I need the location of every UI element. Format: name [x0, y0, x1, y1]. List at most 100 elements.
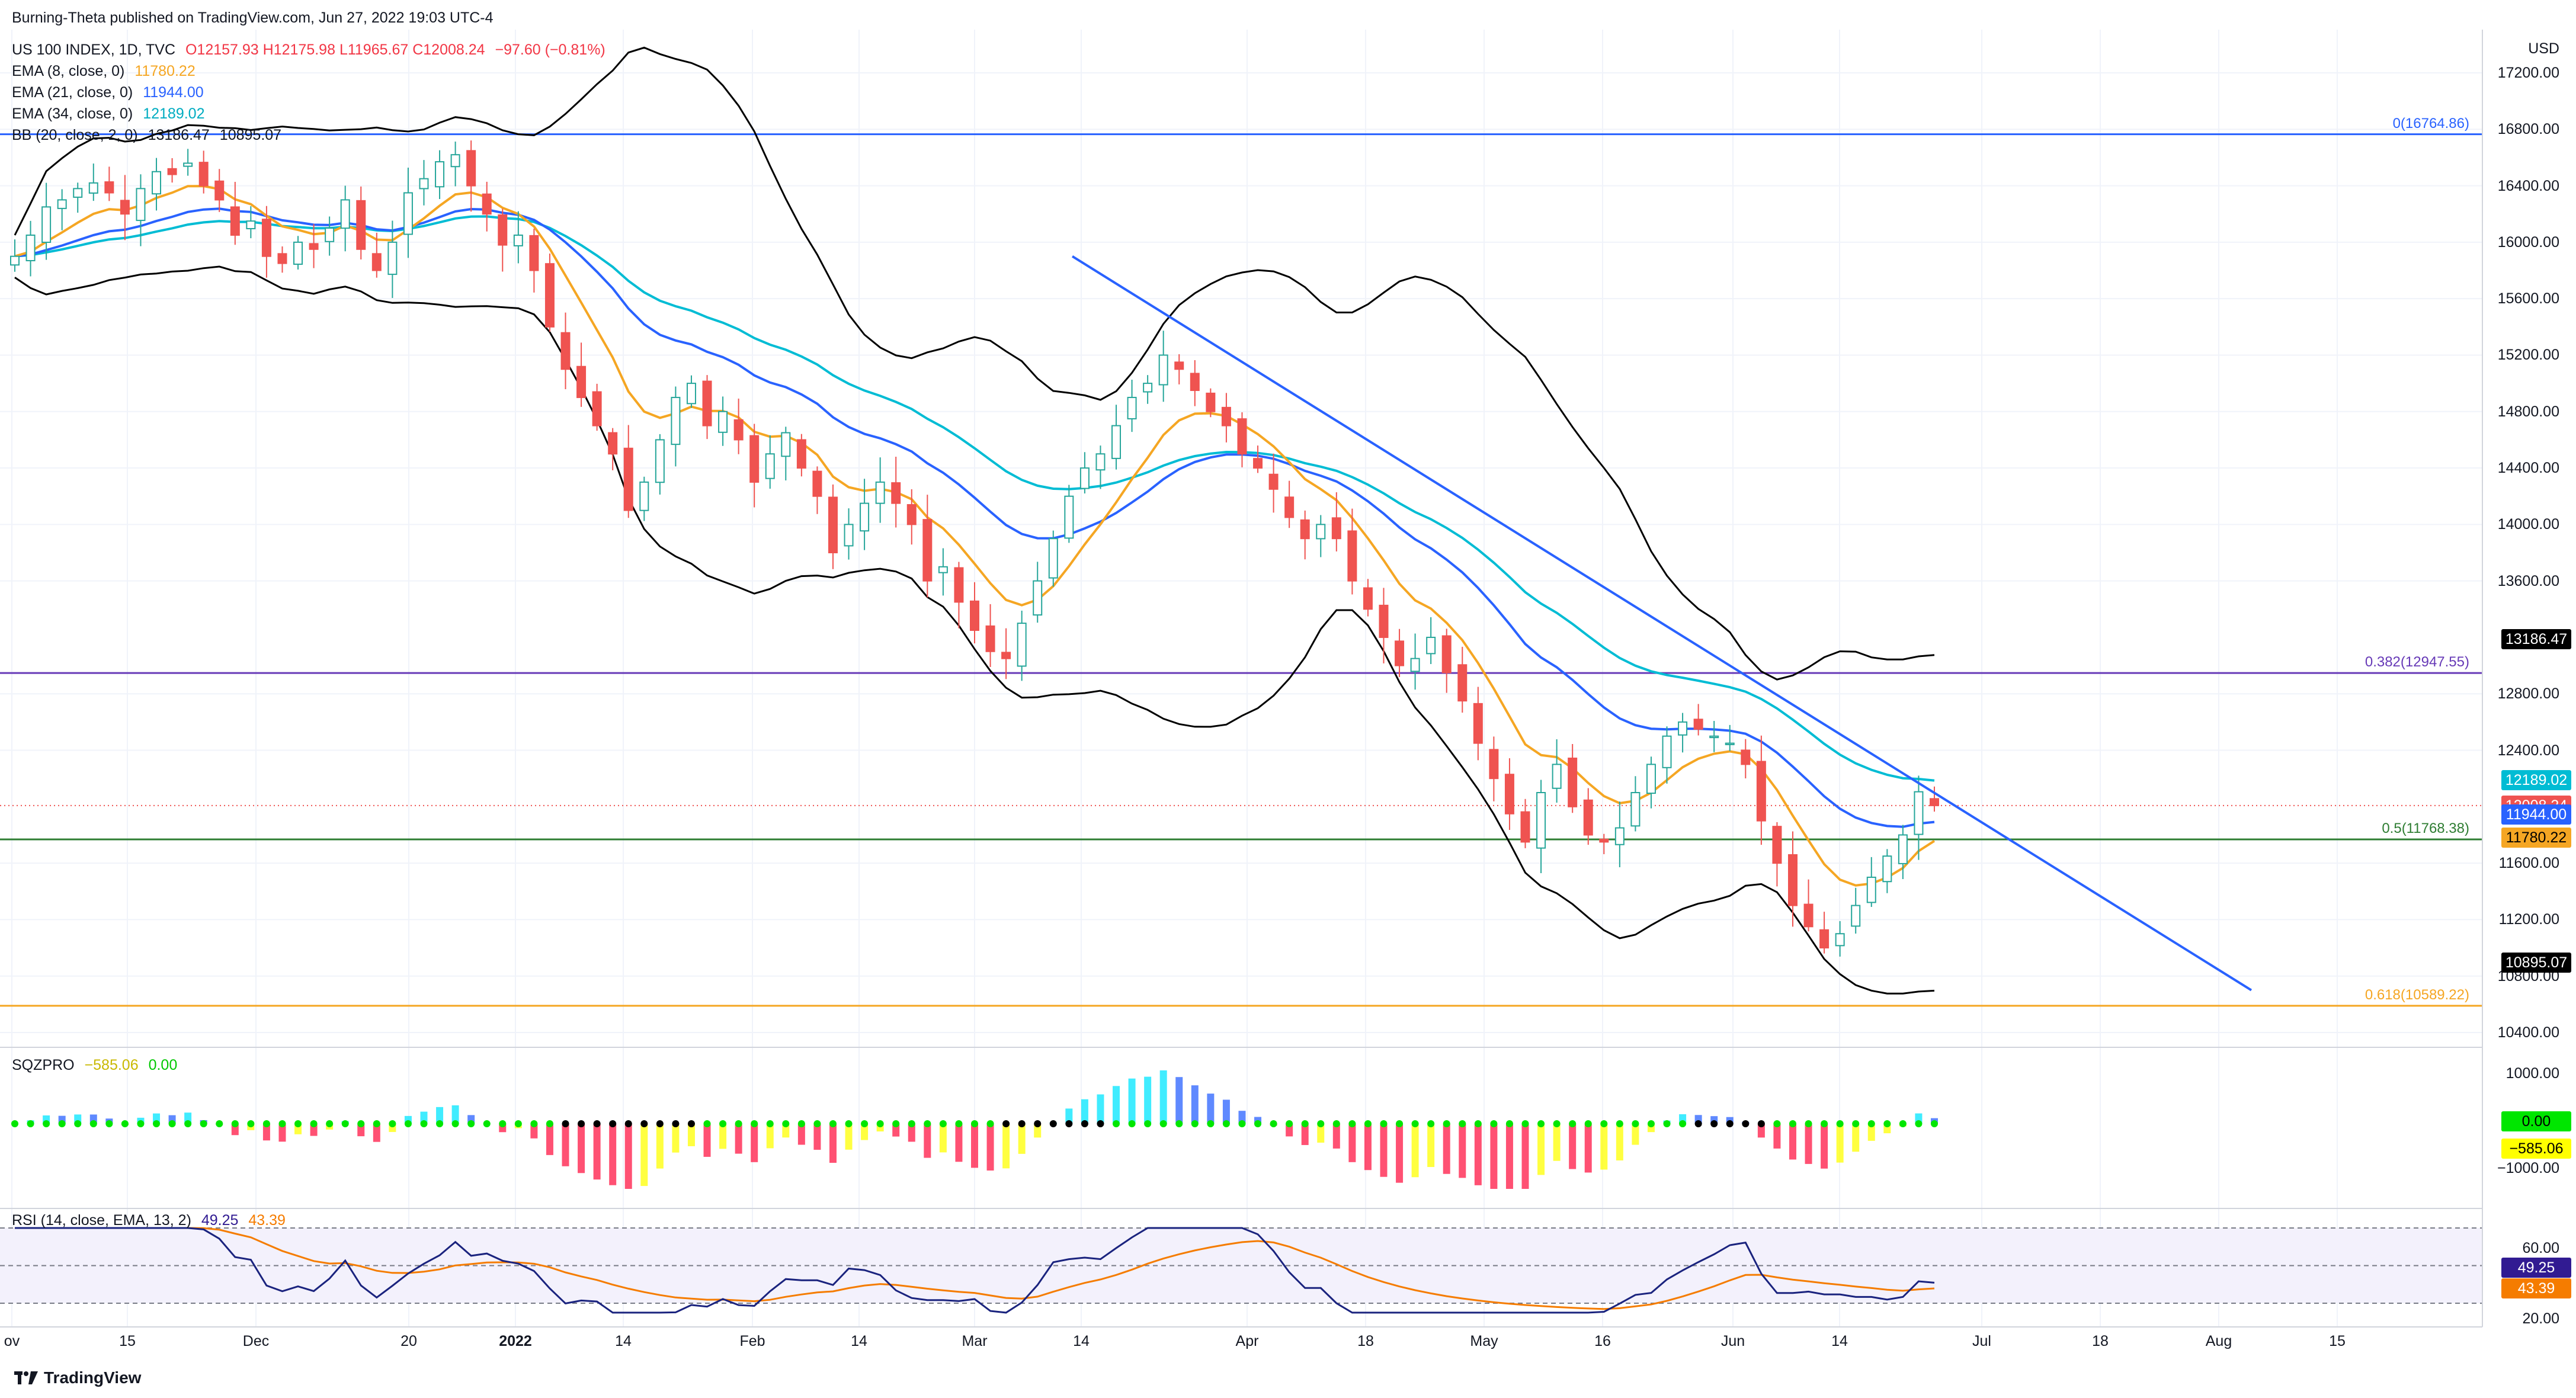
sqz-dot [404, 1120, 412, 1127]
sqz-bar [1144, 1076, 1152, 1124]
sqz-dot [499, 1120, 507, 1127]
sqz-dot [1710, 1120, 1718, 1127]
sqz-bar [1411, 1124, 1419, 1178]
ema8-value: 11780.22 [134, 63, 196, 79]
candle-body [1426, 636, 1436, 655]
sqz-bar [1222, 1099, 1230, 1124]
sqz-dot [1159, 1120, 1167, 1127]
candle-body [1347, 530, 1357, 582]
sqz-dot [1128, 1120, 1136, 1127]
candle-body [733, 419, 744, 441]
sqz-dot [200, 1120, 207, 1127]
sqz-dot [184, 1120, 192, 1127]
ema8-legend[interactable]: EMA (8, close, 0) 11780.22 [12, 63, 196, 80]
sqz-dot [43, 1120, 50, 1127]
sqz-bar [1632, 1124, 1639, 1145]
sqz-dot [1757, 1120, 1765, 1127]
sqz-dot [924, 1120, 931, 1127]
candle-body [1457, 664, 1468, 702]
sqz-bar [797, 1124, 805, 1145]
candle-body [1819, 929, 1830, 949]
price-tick: 14800.00 [2497, 403, 2559, 420]
bb-label: BB (20, close, 2, 0) [12, 127, 138, 143]
candle-body [1221, 406, 1231, 427]
candle-body [325, 227, 335, 242]
candle-body [1787, 854, 1798, 906]
candle-body [1646, 764, 1656, 794]
sqz-bar [687, 1124, 695, 1146]
time-tick: Aug [2205, 1333, 2232, 1349]
trendline [1071, 255, 2253, 992]
sqz-bar [1616, 1124, 1623, 1160]
sqz-bar [1207, 1094, 1215, 1124]
sqz-bar [451, 1105, 459, 1124]
rsi-ema-line [15, 1227, 1935, 1310]
candle-body [1520, 811, 1530, 843]
candle-body [1662, 735, 1672, 768]
currency-label: USD [2528, 40, 2559, 57]
candle-body [906, 504, 917, 525]
sqz-dot [1364, 1120, 1372, 1127]
sqz-dot [1789, 1120, 1796, 1127]
price-tick: 11600.00 [2498, 855, 2559, 872]
symbol-name[interactable]: US 100 INDEX, 1D, TVC [12, 41, 176, 58]
candle-body [482, 193, 492, 215]
ema21-legend[interactable]: EMA (21, close, 0) 11944.00 [12, 84, 204, 101]
candle-body [136, 188, 146, 222]
sqz-bar [1286, 1124, 1293, 1137]
sqz-dot [829, 1120, 837, 1127]
sqz-bar [1380, 1124, 1388, 1177]
sqz-bar [436, 1107, 444, 1124]
bb-legend[interactable]: BB (20, close, 2, 0) 13186.47 10895.07 [12, 127, 281, 144]
rsi-legend[interactable]: RSI (14, close, EMA, 13, 2) 49.25 43.39 [12, 1212, 286, 1229]
sqz-bar [1773, 1124, 1781, 1149]
sqz-dot [373, 1120, 380, 1127]
tradingview-logo[interactable]: TradingView [14, 1368, 141, 1387]
sqz-tick-bottom: −1000.00 [2497, 1160, 2559, 1176]
candle-body [623, 447, 633, 511]
candle-body [1033, 580, 1043, 616]
candle-body [1379, 604, 1389, 638]
candle-body [1363, 587, 1373, 610]
sqz-dot [231, 1120, 239, 1127]
sqz-dot [955, 1120, 963, 1127]
candle-body [1914, 791, 1924, 835]
sqz-dot [1254, 1120, 1262, 1127]
candle-body [183, 162, 193, 167]
candle-body [718, 411, 728, 433]
sqz-dot [294, 1120, 302, 1127]
sqz-bar [1852, 1124, 1860, 1152]
sqz-bar [672, 1124, 680, 1153]
candle-body [655, 439, 665, 483]
candle-body [1568, 757, 1578, 807]
candle-body [1536, 792, 1546, 849]
sqz-bar [546, 1124, 553, 1155]
sqz-bar [955, 1124, 963, 1162]
candle-body [1772, 826, 1782, 864]
brand-text: TradingView [44, 1368, 142, 1387]
sqz-dot [420, 1120, 428, 1127]
sqz-dot [11, 1120, 18, 1127]
sqz-legend[interactable]: SQZPRO −585.06 0.00 [12, 1057, 177, 1074]
sqz-bar [1034, 1124, 1042, 1138]
price-badge: 13186.47 [2501, 629, 2571, 650]
price-tick: 15600.00 [2497, 290, 2559, 307]
candle-body [498, 214, 508, 246]
sqz-bar [751, 1124, 758, 1162]
bb-lower-value: 10895.07 [219, 127, 282, 143]
sqz-dot [1301, 1120, 1309, 1127]
candle-body [25, 234, 36, 262]
sqz-bar [1821, 1124, 1828, 1169]
sqz-dot [751, 1120, 758, 1127]
sqz-bar [530, 1124, 538, 1139]
candle-body [1206, 392, 1216, 412]
ema34-legend[interactable]: EMA (34, close, 0) 12189.02 [12, 105, 204, 123]
candle-body [1678, 721, 1688, 736]
ohlc-open: O12157.93 [185, 41, 259, 58]
sqz-dot [1505, 1120, 1513, 1127]
sqz-bar [1553, 1124, 1561, 1161]
sqz-bar [562, 1124, 569, 1166]
candle-body [1930, 798, 1939, 806]
sqz-dot [1396, 1120, 1404, 1127]
